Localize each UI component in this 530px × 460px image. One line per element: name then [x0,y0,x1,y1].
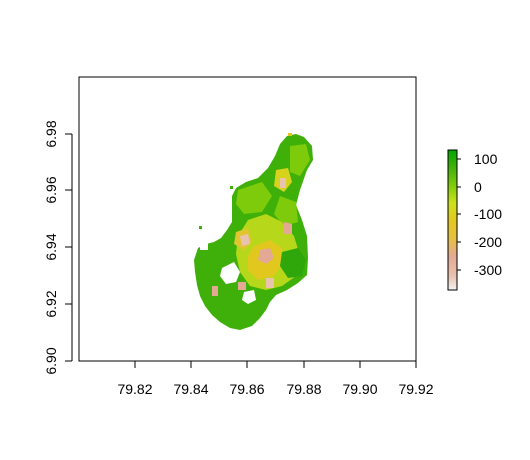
raster-patch-pink [266,278,274,288]
legend-color-bar [448,150,457,290]
raster-patch-pink [284,222,292,234]
y-tick-label: 6.92 [43,290,59,317]
raster-map [194,133,313,330]
x-tick-label: 79.92 [398,381,433,397]
x-tick-label: 79.84 [173,381,208,397]
raster-patch-pink [280,178,286,188]
y-tick-label: 6.96 [43,176,59,203]
raster-patch-pink [212,286,218,296]
x-tick-label: 79.90 [342,381,377,397]
legend-label: -300 [474,262,502,278]
raster-isolated-pixel [288,133,292,136]
legend-label: -100 [474,206,502,222]
raster-patch-pink [238,282,246,290]
x-tick-label: 79.86 [229,381,264,397]
raster-patch-light-green [290,144,310,176]
x-tick-label: 79.88 [286,381,321,397]
raster-gap [200,242,208,250]
color-legend: 100 0 -100 -200 -300 [448,150,502,290]
y-axis: 6.90 6.92 6.94 6.96 6.98 [43,120,72,374]
y-tick-label: 6.94 [43,233,59,260]
legend-label: 100 [474,151,498,167]
legend-label: 0 [474,179,482,195]
y-tick-label: 6.90 [43,347,59,374]
y-tick-label: 6.98 [43,120,59,147]
raster-isolated-pixel [199,226,202,229]
raster-isolated-pixel [230,186,233,189]
x-tick-label: 79.82 [117,381,152,397]
legend-label: -200 [474,234,502,250]
x-axis: 79.82 79.84 79.86 79.88 79.90 79.92 [117,361,433,397]
